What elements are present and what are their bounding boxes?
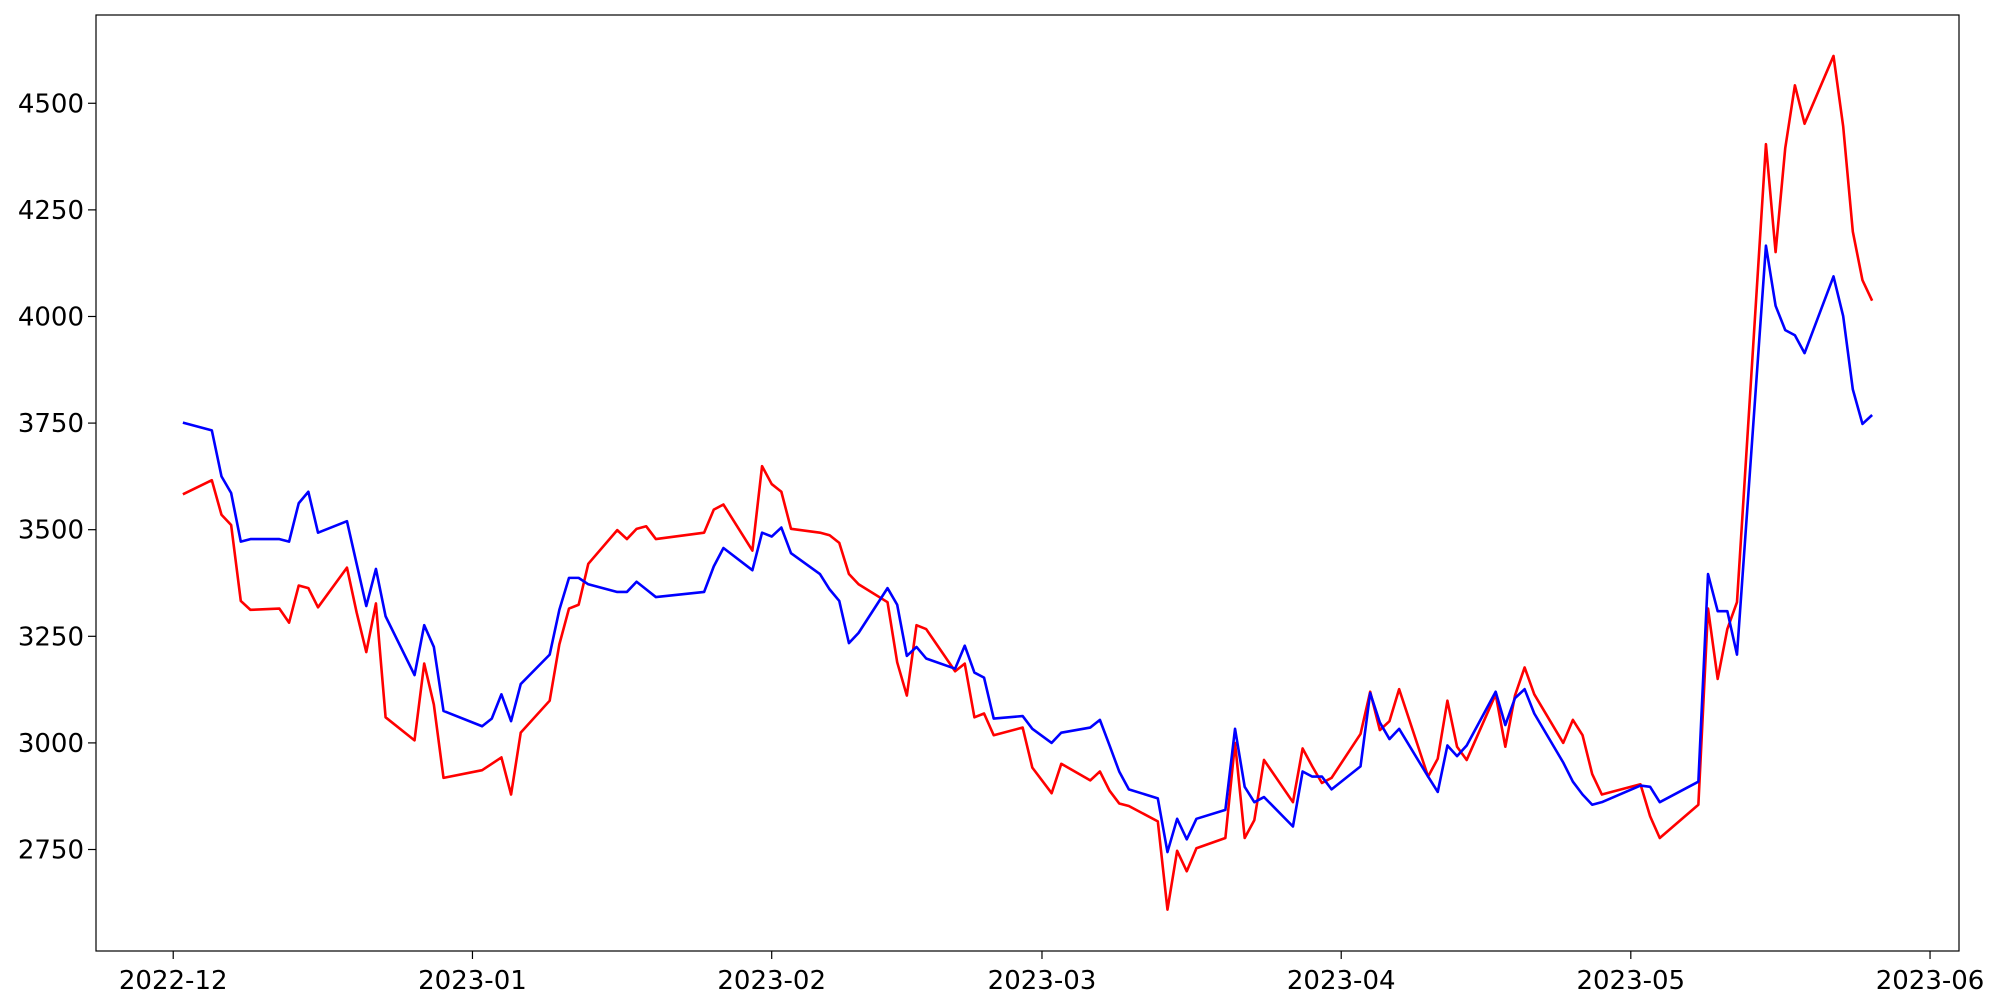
series-line [182,54,1874,911]
x-tick-label: 2023-04 [1287,966,1396,996]
y-tick-label: 4500 [18,89,84,119]
x-tick-label: 2023-03 [988,966,1097,996]
y-tick-label: 2750 [18,836,84,866]
y-tick-label: 3250 [18,622,84,652]
y-tick-label: 3750 [18,409,84,439]
y-tick-label: 4250 [18,196,84,226]
x-tick-label: 2023-06 [1876,966,1985,996]
x-tick-label: 2022-12 [119,966,228,996]
y-tick-label: 3500 [18,516,84,546]
series-line [182,244,1874,854]
y-tick-label: 4000 [18,302,84,332]
x-tick-label: 2023-05 [1576,966,1685,996]
plot-frame [95,14,1960,952]
x-tick-label: 2023-02 [717,966,826,996]
y-tick-label: 3000 [18,729,84,759]
x-tick-label: 2023-01 [418,966,527,996]
